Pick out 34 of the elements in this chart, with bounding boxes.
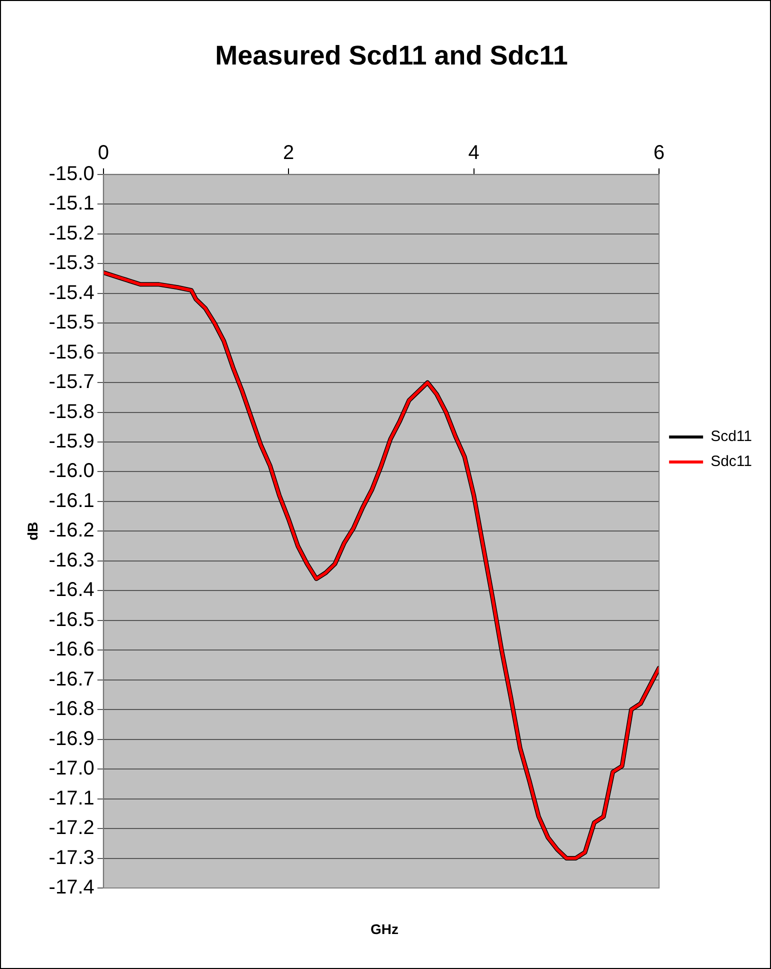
y-tick-label: -16.1 [48, 490, 94, 512]
y-tick-label: -15.0 [48, 162, 94, 185]
y-tick-label: -15.6 [48, 341, 94, 364]
y-tick-label: -16.6 [48, 638, 94, 661]
x-tick-label: 0 [98, 142, 109, 164]
y-tick-label: -16.2 [48, 520, 94, 542]
legend-label: Scd11 [710, 428, 752, 446]
y-tick-label: -15.5 [48, 312, 94, 334]
y-tick-label: -16.3 [48, 549, 94, 572]
y-tick-label: -15.4 [48, 282, 94, 304]
y-tick-label: -16.5 [48, 608, 94, 631]
y-tick-label: -16.7 [48, 668, 94, 690]
y-tick-label: -15.2 [48, 222, 94, 244]
x-tick-label: 6 [654, 142, 665, 164]
y-tick-label: -15.8 [48, 400, 94, 423]
y-tick-label: -16.9 [48, 728, 94, 750]
y-tick-label: -15.7 [48, 371, 94, 394]
y-axis-title: dB [24, 522, 40, 541]
y-tick-label: -17.3 [48, 846, 94, 869]
y-tick-label: -17.4 [48, 876, 94, 899]
y-tick-label: -16.8 [48, 698, 94, 720]
y-tick-label: -17.1 [48, 787, 94, 810]
legend-label: Sdc11 [710, 453, 752, 470]
x-tick-label: 4 [468, 142, 480, 164]
y-tick-label: -16.0 [48, 460, 94, 482]
y-tick-label: -17.0 [48, 758, 94, 780]
y-tick-label: -15.9 [48, 430, 94, 453]
x-tick-label: 2 [283, 142, 294, 164]
y-tick-label: -16.4 [48, 579, 94, 602]
y-tick-label: -15.1 [48, 192, 94, 215]
y-tick-label: -17.2 [48, 817, 94, 840]
y-tick-label: -15.3 [48, 252, 94, 274]
chart-title: Measured Scd11 and Sdc11 [215, 40, 568, 71]
x-axis-title: GHz [370, 921, 400, 937]
